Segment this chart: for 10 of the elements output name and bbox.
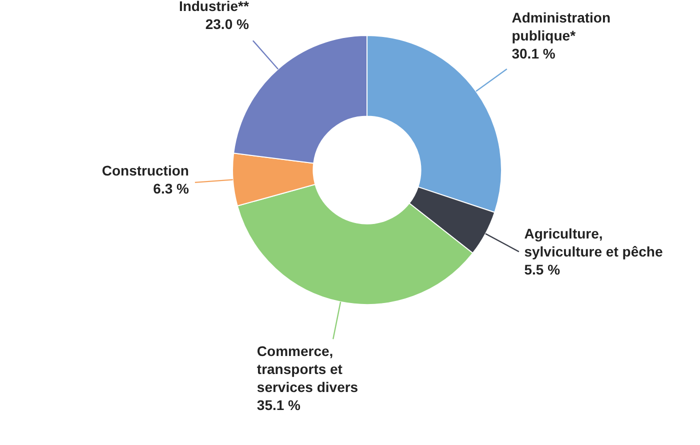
data-label: 5.5 %: [524, 261, 561, 278]
data-label: 30.1 %: [512, 45, 556, 62]
data-label: 6.3 %: [153, 180, 190, 197]
slice-label: Administration publique*: [512, 9, 611, 44]
data-label: 23.0 %: [205, 16, 250, 32]
slice-label: Commerce, transports et services divers: [256, 342, 358, 395]
slice-label: Industrie**: [178, 0, 250, 14]
data-label: 35.1 %: [256, 396, 302, 413]
slice-label: Construction: [102, 162, 189, 179]
slice-label: Agriculture, sylviculture et pêche: [524, 225, 663, 260]
